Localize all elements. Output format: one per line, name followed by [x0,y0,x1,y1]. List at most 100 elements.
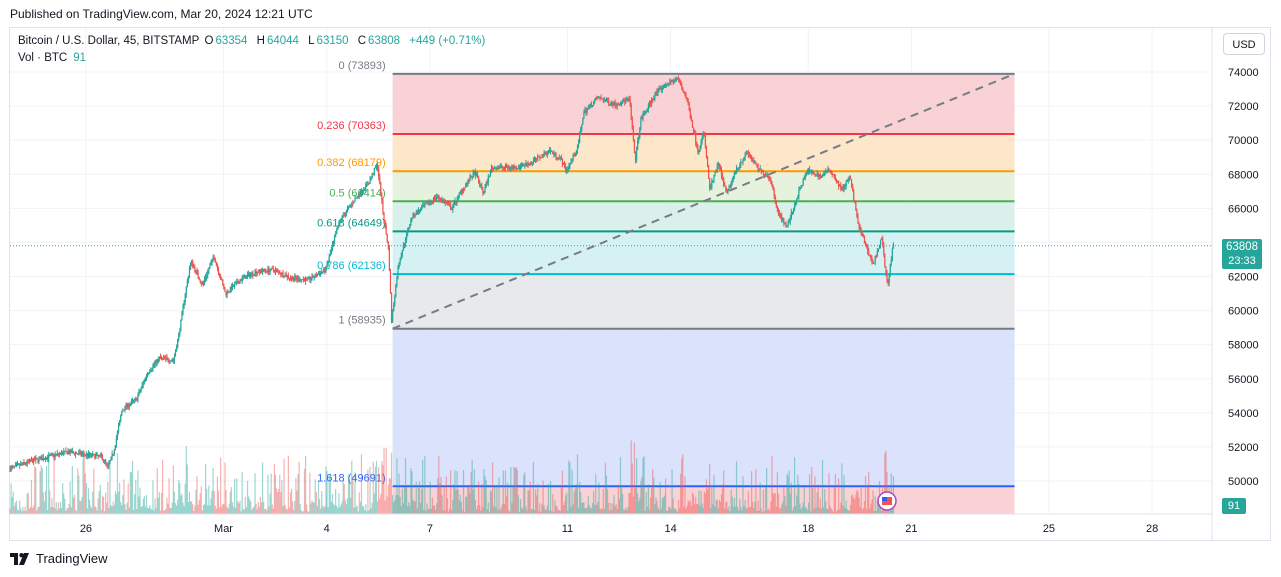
candle-body [127,403,129,408]
candle-body [889,264,891,276]
volume-bar [841,463,843,514]
volume-bar [747,491,749,514]
volume-bar [290,489,293,514]
candle-body [555,152,557,158]
volume-bar [727,509,729,514]
volume-bar [422,460,424,514]
volume-bar [10,483,12,514]
volume-bar [885,450,887,514]
candle-body [713,174,715,181]
candle-body [507,167,509,169]
candle-body [847,179,849,181]
volume-bar [547,483,550,514]
volume-bar [419,502,422,514]
candle-body [688,104,690,111]
candle-body [371,173,373,178]
candle-body [179,330,181,334]
candle-body [662,87,665,89]
volume-bar [146,507,149,514]
volume-bar [311,500,313,514]
volume-bar [366,511,368,514]
candle-body [172,360,174,362]
candle-body [495,167,497,170]
volume-bar [598,482,600,514]
candle-body [633,139,636,153]
symbol-legend[interactable]: Bitcoin / U.S. Dollar, 45, BITSTAMP O 633… [18,35,491,47]
volume-bar [347,474,350,514]
candle-body [196,270,198,273]
volume-bar [464,511,466,514]
volume-bar [332,503,335,514]
volume-bar [853,497,855,514]
volume-bar [26,493,28,514]
candle-body [756,164,758,166]
candle-body [819,174,821,177]
candle-body [390,293,393,322]
candle-body [223,284,225,290]
volume-bar [356,505,358,514]
volume-bar [632,496,634,514]
volume-legend[interactable]: Vol · BTC 91 [18,52,86,64]
candle-body [726,189,728,193]
volume-bar [250,501,252,514]
candle-body [716,165,718,172]
volume-bar [77,468,79,514]
volume-bar [455,490,457,514]
volume-bar [536,495,538,514]
y-tick-label: 70000 [1228,135,1259,147]
candle-body [241,277,243,281]
candle-body [96,454,98,456]
volume-bar [764,487,767,514]
volume-bar [756,510,758,514]
candle-body [491,167,494,169]
volume-bar [430,508,432,514]
volume-bar [137,470,139,514]
candle-body [878,244,881,249]
candle-body [173,356,176,361]
candle-body [652,99,654,101]
volume-bar [838,478,840,514]
volume-bar [308,511,310,514]
candle-body [585,110,587,113]
volume-bar [382,465,384,514]
candle-body [825,171,827,174]
candle-body [546,152,548,155]
volume-bar [417,487,420,514]
currency-button[interactable]: USD [1223,33,1265,55]
candle-body [443,200,445,204]
candle-body [134,398,136,401]
volume-bar [69,481,71,514]
volume-bar [267,474,269,514]
candle-body [112,453,114,455]
volume-bar [545,509,547,514]
volume-bar [458,500,460,514]
volume-bar [435,509,437,514]
candle-body [732,176,734,179]
candle-body [121,411,123,416]
candle-body [845,181,847,186]
volume-bar [712,504,714,514]
candle-body [784,222,786,225]
volume-bar [539,503,541,514]
candle-body [700,141,702,148]
candle-body [324,268,326,272]
volume-bar [259,496,262,514]
volume-bar [302,510,305,514]
volume-bar [498,477,500,514]
candle-body [854,200,856,203]
candle-body [618,104,620,106]
candle-body [52,454,54,456]
volume-bar [527,490,529,514]
volume-bar [232,506,235,514]
volume-bar [780,508,782,514]
candle-body [307,277,309,279]
candle-body [120,415,122,421]
volume-bar [723,470,725,514]
volume-bar [860,487,862,514]
candle-body [720,169,723,177]
tradingview-brand[interactable]: TradingView [10,551,108,566]
volume-bar [172,465,174,514]
volume-bar [631,463,633,514]
candle-body [547,150,550,153]
